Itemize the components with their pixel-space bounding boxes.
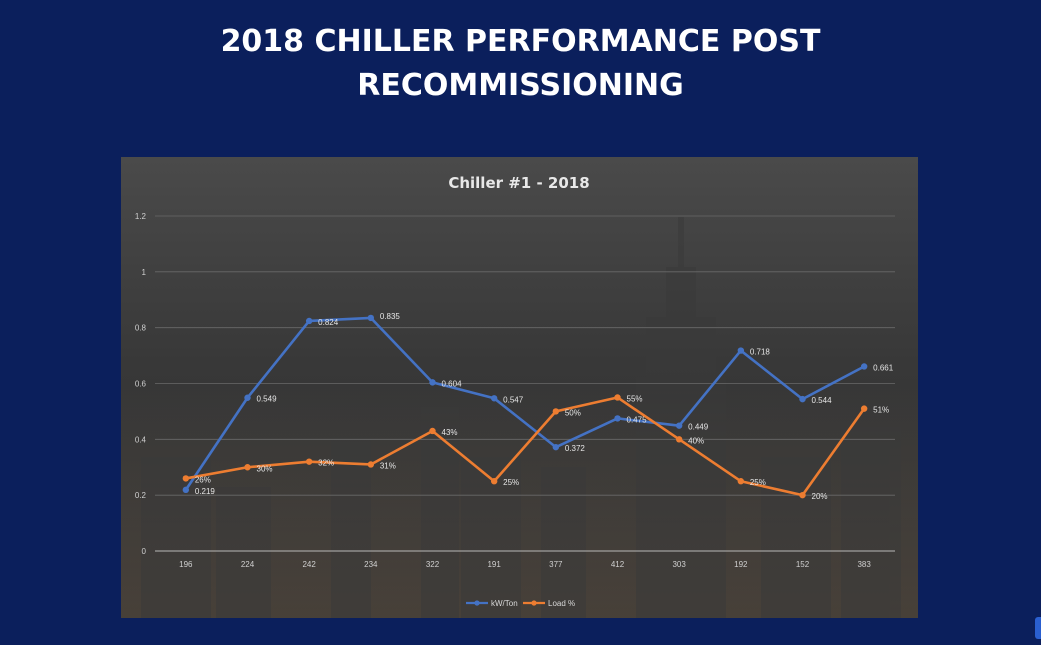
load-pct-point [367,461,375,468]
legend-marker-load-pct [531,600,537,606]
legend-label-load-pct: Load % [548,599,575,608]
legend-label-kw-ton: kW/Ton [491,599,518,608]
y-tick-label: 0.2 [135,491,147,500]
y-tick-label: 0.8 [135,324,147,333]
kw-ton-point [737,347,745,354]
load-pct-point [675,436,683,443]
kw-ton-point [429,379,436,386]
kw-ton-data-label: 0.661 [873,363,894,372]
kw-ton-data-label: 0.835 [380,312,401,321]
x-tick-label: 196 [179,560,193,569]
slide-corner-icon [1035,617,1041,639]
load-pct-point [182,475,190,482]
kw-ton-data-label: 0.449 [688,423,709,432]
y-tick-label: 0.4 [135,435,147,444]
kw-ton-data-label: 0.372 [565,444,586,453]
load-pct-point [490,478,498,485]
x-tick-label: 152 [796,560,810,569]
load-pct-data-label: 40% [688,436,704,445]
load-pct-data-label: 55% [627,394,643,403]
x-tick-label: 303 [672,560,686,569]
kw-ton-point [244,394,251,401]
load-pct-point [737,478,745,485]
x-tick-label: 242 [302,560,316,569]
load-pct-point [860,405,868,412]
load-pct-data-label: 51% [873,406,889,415]
load-pct-data-label: 50% [565,408,581,417]
load-pct-data-label: 43% [442,428,458,437]
chart-title: Chiller #1 - 2018 [448,174,589,192]
load-pct-data-label: 30% [257,464,273,473]
load-pct-point [614,394,621,401]
x-tick-label: 224 [241,560,255,569]
kw-ton-data-label: 0.824 [318,318,339,327]
load-pct-point [429,427,436,435]
city-skyline-background [121,217,918,618]
x-tick-label: 377 [549,560,563,569]
legend-marker-kw-ton [474,600,480,606]
y-tick-label: 0 [142,547,147,556]
y-tick-label: 1 [142,268,147,277]
load-pct-data-label: 31% [380,461,396,470]
series-line-kw-ton [184,316,865,491]
load-pct-data-label: 25% [503,478,519,487]
kw-ton-point [490,395,498,402]
x-tick-label: 234 [364,560,378,569]
load-pct-data-label: 26% [195,475,211,484]
x-tick-label: 322 [426,560,440,569]
y-tick-label: 1.2 [135,212,147,221]
x-tick-label: 412 [611,560,625,569]
load-pct-data-label: 32% [318,459,334,468]
kw-ton-point [552,443,560,451]
kw-ton-data-label: 0.547 [503,395,524,404]
kw-ton-data-label: 0.544 [812,396,833,405]
y-tick-label: 0.6 [135,380,147,389]
load-pct-data-label: 20% [812,492,828,501]
kw-ton-point [367,314,375,322]
series-line-load-pct [185,396,866,497]
chart-panel: Chiller #1 - 2018 0 0.2 0.4 0.6 0.8 1 1.2 196 224… [121,157,918,618]
x-tick-label: 191 [487,560,501,569]
kw-ton-data-label: 0.475 [627,415,648,424]
kw-ton-point [799,395,806,403]
x-tick-label: 192 [734,560,748,569]
kw-ton-data-label: 0.219 [195,487,216,496]
slide-title-line2: RECOMMISSIONING [357,68,684,103]
kw-ton-point [675,422,683,429]
slide-title-line1: 2018 CHILLER PERFORMANCE POST [220,24,821,59]
load-pct-point [799,491,806,499]
kw-ton-data-label: 0.604 [442,379,463,388]
kw-ton-data-label: 0.718 [750,348,771,357]
x-tick-label: 383 [857,560,871,569]
kw-ton-point [614,415,621,422]
kw-ton-point [182,486,190,494]
load-pct-point [305,458,313,465]
kw-ton-point [860,363,868,370]
load-pct-data-label: 25% [750,478,766,487]
line-chart: Chiller #1 - 2018 0 0.2 0.4 0.6 0.8 1 1.2 196 224… [135,174,895,608]
load-pct-point [552,408,560,415]
kw-ton-point [305,317,313,325]
kw-ton-data-label: 0.549 [257,395,278,404]
slide-title: 2018 CHILLER PERFORMANCE POST RECOMMISSI… [0,20,1041,108]
load-pct-point [244,464,251,471]
